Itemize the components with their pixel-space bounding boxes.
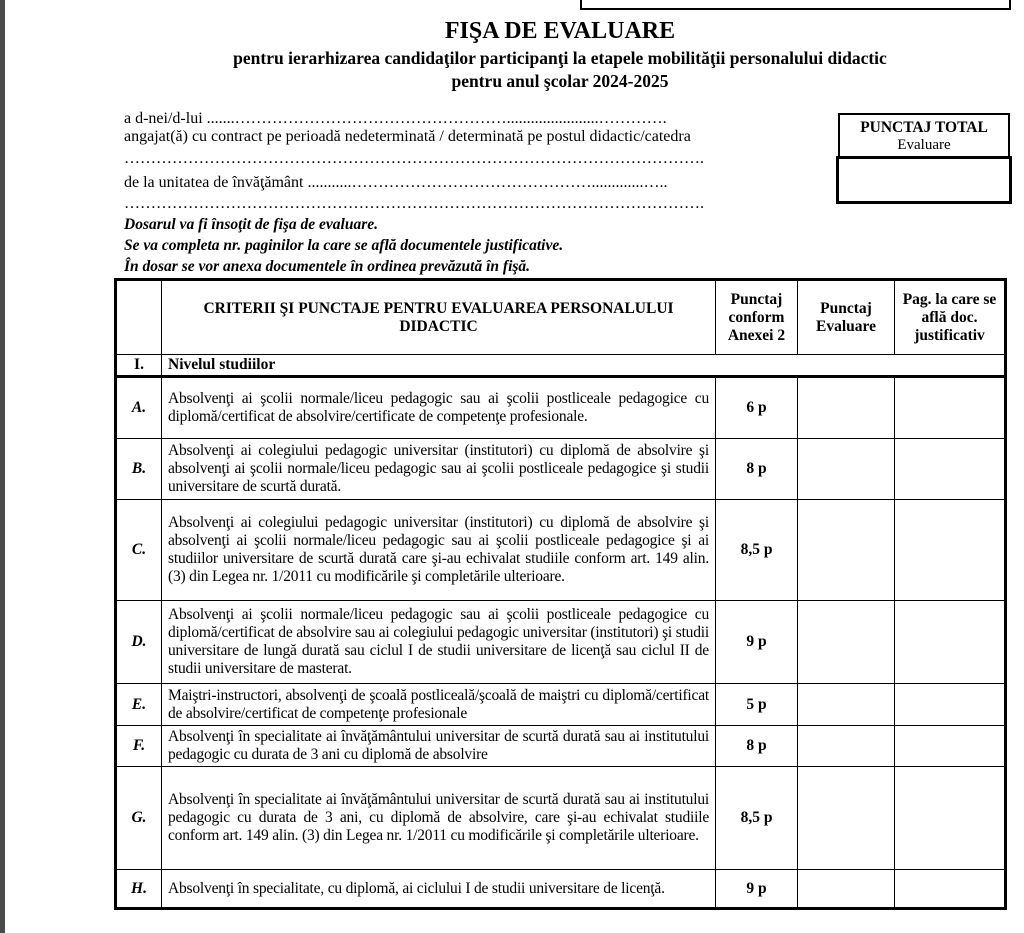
note-3: În dosar se vor anexa documentele în ord… [124,258,531,275]
note-2: Se va completa nr. paginilor la care se … [124,237,564,254]
punctaj-total-header: PUNCTAJ TOTAL Evaluare [838,113,1010,159]
row-points: 8 p [715,438,798,500]
row-evaluation-cell[interactable] [797,499,895,601]
row-page-cell[interactable] [894,376,1006,439]
row-criteria: Absolvenţi ai şcolii normale/liceu pedag… [161,376,716,439]
row-page-cell[interactable] [894,869,1006,909]
row-points: 8,5 p [715,499,798,601]
candidate-name-field[interactable]: a d-nei/d-lui .......……………………………………………..… [124,110,667,127]
row-page-cell[interactable] [894,766,1006,870]
school-unit-field-2[interactable]: ………………………………………………………………………………………………. [124,195,704,212]
table-row: F. Absolvenţi în specialitate ai învăţăm… [115,725,1006,767]
row-label: F. [115,725,162,767]
row-points: 5 p [715,683,798,726]
section-row: I. Nivelul studiilor [115,354,1006,378]
row-criteria: Absolvenţi în specialitate, cu diplomă, … [161,869,716,909]
page-title: FIŞA DE EVALUARE [444,18,676,44]
row-page-cell[interactable] [894,438,1006,500]
row-criteria: Maiştri-instructori, absolvenţi de şcoal… [161,683,716,726]
row-criteria: Absolvenţi ai colegiului pedagogic unive… [161,438,716,500]
row-criteria: Absolvenţi în specialitate ai învăţământ… [161,725,716,767]
row-points: 6 p [715,376,798,439]
row-label: H. [115,869,162,909]
post-field[interactable]: ………………………………………………………………………………………………. [124,150,704,167]
row-points: 8,5 p [715,766,798,870]
punctaj-total-sub: Evaluare [897,137,951,153]
table-row: C. Absolvenţi ai colegiului pedagogic un… [115,499,1006,601]
row-label: E. [115,683,162,726]
row-label: B. [115,438,162,500]
row-criteria: Absolvenţi ai colegiului pedagogic unive… [161,499,716,601]
row-points: 8 p [715,725,798,767]
section-label: I. [115,354,162,378]
row-criteria: Absolvenţi în specialitate ai învăţământ… [161,766,716,870]
row-page-cell[interactable] [894,600,1006,684]
previous-page-box [580,0,1011,10]
section-title: Nivelul studiilor [161,354,1006,378]
header-punctaj-evaluare: Punctaj Evaluare [797,279,895,355]
row-page-cell[interactable] [894,725,1006,767]
row-page-cell[interactable] [894,683,1006,726]
contract-line: angajat(ă) cu contract pe perioadă nedet… [124,128,691,145]
row-evaluation-cell[interactable] [797,438,895,500]
row-page-cell[interactable] [894,499,1006,601]
row-label: A. [115,376,162,439]
row-label: D. [115,600,162,684]
punctaj-total-label: PUNCTAJ TOTAL [860,119,988,136]
row-label: G. [115,766,162,870]
evaluation-table: CRITERII ŞI PUNCTAJE PENTRU EVALUAREA PE… [114,278,1007,910]
window-edge [0,0,5,933]
punctaj-total-value[interactable] [836,156,1012,204]
table-header-row: CRITERII ŞI PUNCTAJE PENTRU EVALUAREA PE… [115,279,1006,355]
note-1: Dosarul va fi însoţit de fişa de evaluar… [124,216,379,233]
row-points: 9 p [715,869,798,909]
school-unit-field[interactable]: de la unitatea de învăţământ ...........… [124,174,668,191]
row-evaluation-cell[interactable] [797,600,895,684]
header-criteria: CRITERII ŞI PUNCTAJE PENTRU EVALUAREA PE… [161,279,716,355]
row-evaluation-cell[interactable] [797,869,895,909]
row-evaluation-cell[interactable] [797,766,895,870]
table-row: B. Absolvenţi ai colegiului pedagogic un… [115,438,1006,500]
header-index [115,279,162,355]
row-criteria: Absolvenţi ai şcolii normale/liceu pedag… [161,600,716,684]
row-evaluation-cell[interactable] [797,725,895,767]
header-pagina: Pag. la care se află doc. justificativ [894,279,1006,355]
page-subtitle: pentru ierarhizarea candidaţilor partici… [233,48,887,68]
table-row: H. Absolvenţi în specialitate, cu diplom… [115,869,1006,909]
row-points: 9 p [715,600,798,684]
table-row: E. Maiştri-instructori, absolvenţi de şc… [115,683,1006,726]
row-evaluation-cell[interactable] [797,683,895,726]
header-punctaj-anexa: Punctaj conform Anexei 2 [715,279,798,355]
school-year: pentru anul şcolar 2024-2025 [451,71,669,91]
row-label: C. [115,499,162,601]
table-row: A. Absolvenţi ai şcolii normale/liceu pe… [115,376,1006,439]
table-row: D. Absolvenţi ai şcolii normale/liceu pe… [115,600,1006,684]
row-evaluation-cell[interactable] [797,376,895,439]
table-row: G. Absolvenţi în specialitate ai învăţăm… [115,766,1006,870]
